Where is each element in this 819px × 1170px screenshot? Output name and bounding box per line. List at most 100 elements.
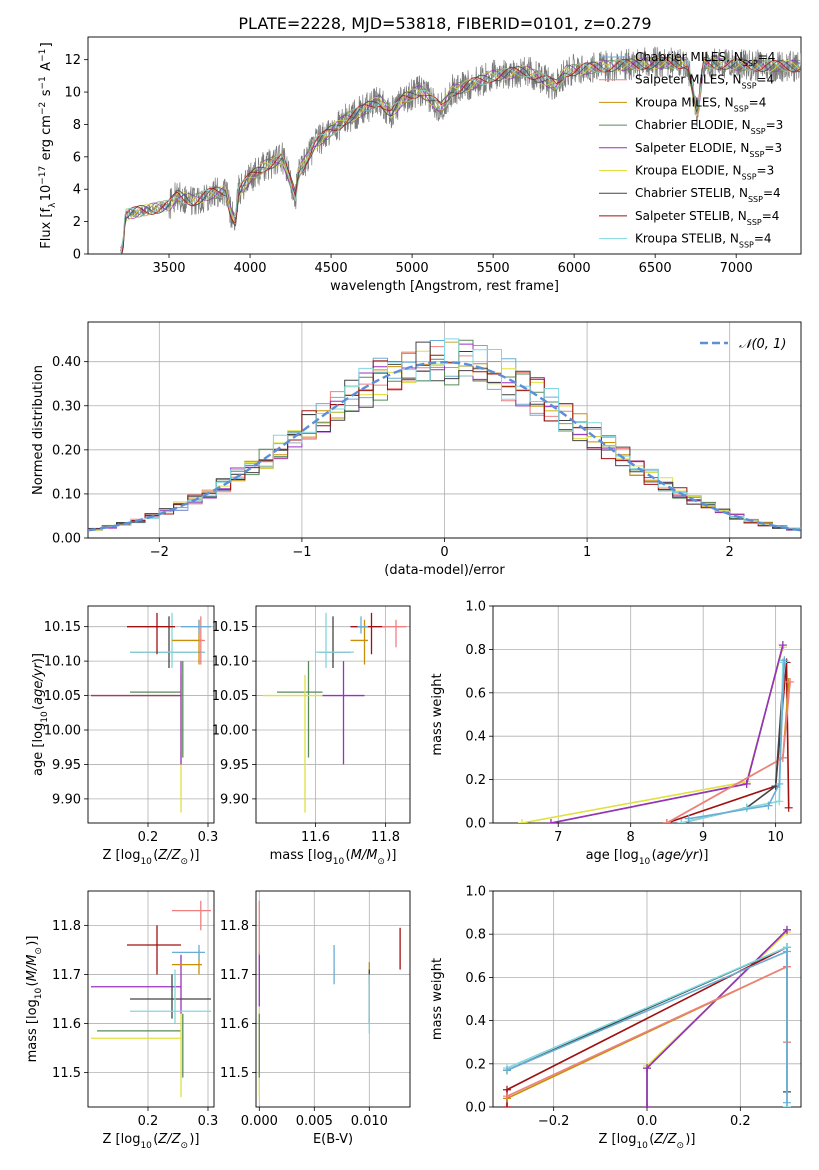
legend-sub: SSP (743, 59, 758, 68)
label-part: )] (189, 848, 199, 863)
x-axis-label: age [log10 (age/yr)] (586, 848, 709, 867)
y-tick-label: 11.7 (220, 968, 249, 983)
axes-layer: 3500 4000 4500 5000 5500 6000 6500 700002468101… (25, 36, 802, 1151)
y-tick-label: 11.6 (220, 1017, 249, 1032)
axes-frame (255, 890, 411, 1108)
label-part: )] (698, 848, 708, 863)
label-part: mass [log (270, 848, 333, 863)
mass-weight-marker (662, 819, 671, 823)
panel-3: 11.6 11.8 9.90 9.95 10.00 10.05 10.10 10.15 mass… (212, 605, 411, 867)
label-part: 10 (140, 857, 152, 867)
label-part: Flux [f (39, 208, 54, 249)
error-bar-point (382, 619, 407, 648)
x-tick-label: 5000 (396, 261, 429, 276)
label-part: )] (685, 1132, 695, 1147)
mass-weight-marker (786, 677, 795, 686)
label-part: 10 (40, 711, 50, 723)
label-part: ⊙ (676, 1141, 684, 1151)
legend-sub: SSP (751, 127, 766, 136)
legend-entry: Kroupa MILES, NSSP=4 (635, 95, 766, 113)
panel-0: 3500 4000 4500 5000 5500 6000 6500 7000 0 2 4 6 8 10 1… (38, 36, 802, 294)
y-tick-label: 0.6 (465, 971, 486, 986)
legend-entry: Kroupa ELODIE, NSSP=3 (635, 164, 774, 182)
y-tick-label: 10.15 (212, 620, 249, 635)
panel-2: 0.2 0.3 9.90 9.95 10.00 10.05 10.10 10.15 Z [log… (31, 605, 218, 867)
label-part: 10 (140, 1141, 152, 1151)
x-tick-label: 0 (440, 545, 448, 560)
y-tick-label: 11.5 (220, 1066, 249, 1081)
label-part: Z [log (103, 1132, 141, 1147)
legend-label: Salpeter STELIB, N (635, 209, 747, 223)
mass-weight-marker (764, 801, 773, 810)
mass-weight-marker (677, 819, 686, 823)
label-part: mass [log (25, 999, 40, 1062)
y-tick-label: 0.0 (465, 1101, 486, 1116)
legend-label: Chabrier STELIB, N (635, 186, 748, 200)
y-axis-label: Normed distribution (31, 365, 46, 495)
label-part: Normed distribution (31, 365, 46, 495)
error-bar-point (91, 661, 182, 765)
x-tick-label: −2 (150, 545, 169, 560)
y-tick-label: 11.6 (52, 1017, 81, 1032)
label-part: s (39, 89, 54, 100)
axes-frame (87, 36, 802, 255)
axes-frame (87, 890, 215, 1108)
mass-weight-marker (783, 947, 791, 956)
legend-entry: Chabrier MILES, NSSP=4 (635, 50, 775, 68)
y-tick-label: 4 (73, 183, 81, 198)
label-part: M/M (351, 848, 378, 863)
plot-area (517, 641, 795, 823)
axes-frame (87, 605, 215, 824)
y-tick-label: 0.20 (52, 443, 81, 458)
x-tick-label: 1 (583, 545, 591, 560)
label-part: ( (649, 1132, 654, 1147)
y-tick-label: 0.2 (465, 1057, 486, 1072)
label-part: ⊙ (34, 947, 44, 955)
legend-sub: SSP (749, 149, 764, 158)
error-bar-point (277, 661, 323, 758)
x-tick-label: 0.3 (198, 1114, 219, 1129)
legend-sub: SSP (742, 81, 757, 90)
error-bar-point (315, 612, 354, 668)
mass-weight-marker (643, 1103, 651, 1107)
mass-weight-marker (775, 779, 784, 788)
legend-suffix: =4 (758, 50, 776, 64)
error-bar-point (91, 954, 182, 1014)
label-part: erg cm (39, 115, 54, 164)
normal-curve (88, 360, 801, 532)
y-tick-label: 6 (73, 150, 81, 165)
error-bar-point (172, 900, 211, 931)
error-bar-point (127, 612, 175, 655)
mass-weight-marker (517, 819, 526, 823)
mass-weight-marker (783, 1098, 791, 1107)
y-tick-label: 0.00 (52, 532, 81, 547)
axes-frame (255, 605, 411, 824)
y-tick-label: 0.30 (52, 399, 81, 414)
mass-weight-line (681, 662, 786, 823)
legend-suffix: =3 (764, 141, 782, 155)
label-part: (data-model)/error (384, 563, 505, 578)
error-bar-point (172, 945, 205, 960)
error-bar-point (172, 949, 202, 975)
label-part: Z/Z (653, 1132, 677, 1147)
legend-sub: SSP (739, 240, 754, 249)
model-spectrum-line (120, 56, 801, 254)
residual-histogram (88, 341, 801, 530)
label-part: 10 (639, 857, 651, 867)
y-tick-label: 10.00 (44, 724, 81, 739)
y-tick-label: 0.2 (465, 773, 486, 788)
label-part: A (39, 62, 54, 75)
legend-suffix: =3 (766, 118, 784, 132)
legend-sub: SSP (748, 195, 763, 204)
label-part: mass weight (430, 673, 445, 755)
y-tick-label: 0 (73, 248, 81, 263)
label-part: age [log (586, 848, 639, 863)
mass-weight-line (681, 662, 784, 823)
y-tick-label: 11.7 (52, 968, 81, 983)
y-tick-label: 2 (73, 215, 81, 230)
legend-suffix: =4 (763, 186, 781, 200)
x-tick-label: 10 (767, 830, 784, 845)
plot-area (91, 612, 211, 813)
y-tick-label: 9.95 (220, 758, 249, 773)
y-tick-label: 10.10 (212, 655, 249, 670)
